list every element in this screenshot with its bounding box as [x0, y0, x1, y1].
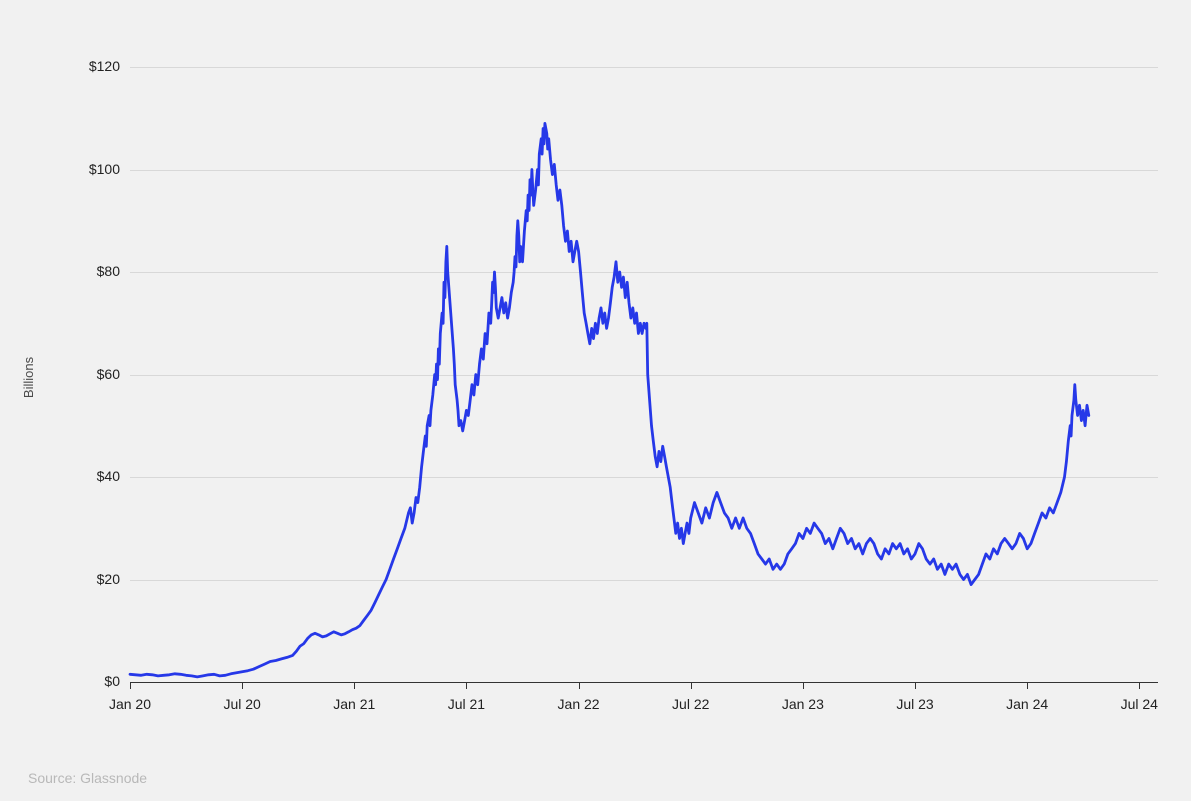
chart-container: Billions $0$20$40$60$80$100$120 Jan 20Ju… — [0, 0, 1191, 801]
line-series — [0, 0, 1191, 801]
source-label: Source: Glassnode — [28, 770, 147, 786]
